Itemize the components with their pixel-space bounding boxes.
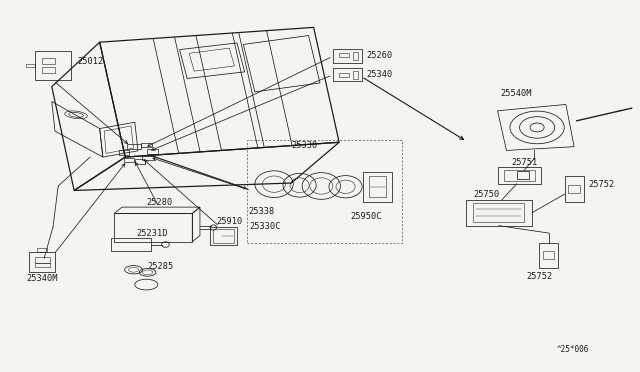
Text: 25540M: 25540M (500, 89, 532, 98)
Text: 25750: 25750 (473, 190, 499, 199)
Text: ^25*006: ^25*006 (556, 345, 589, 354)
Text: 25330C: 25330C (250, 221, 281, 231)
Text: 25285: 25285 (148, 262, 174, 271)
Text: 25260: 25260 (366, 51, 392, 60)
Text: 25910: 25910 (216, 217, 243, 226)
Text: 25338: 25338 (248, 208, 275, 217)
Text: 25280: 25280 (147, 198, 173, 207)
Text: 25340M: 25340M (26, 274, 58, 283)
Text: 25752: 25752 (526, 272, 552, 281)
Text: 25012: 25012 (77, 57, 104, 66)
Text: 25751: 25751 (511, 158, 538, 167)
Text: 25340: 25340 (366, 70, 392, 79)
Text: 25950C: 25950C (351, 212, 382, 221)
Text: 25231D: 25231D (137, 229, 168, 238)
Text: 25330: 25330 (291, 141, 317, 151)
Text: 25752: 25752 (588, 180, 614, 189)
